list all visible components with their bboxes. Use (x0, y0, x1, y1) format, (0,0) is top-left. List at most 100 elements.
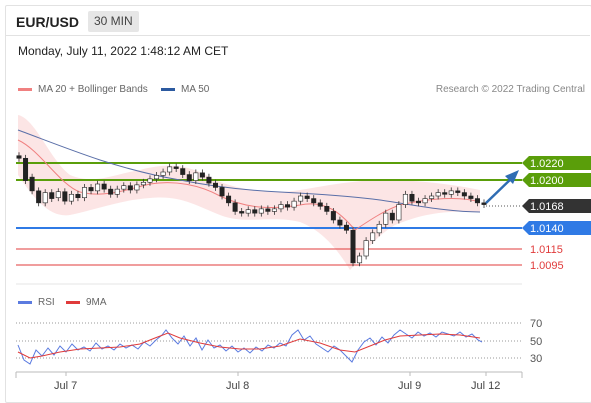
ma50-label: MA 50 (181, 84, 210, 95)
ma20-swatch (18, 88, 32, 91)
candle-bear (409, 193, 415, 202)
candle-bull (396, 204, 402, 221)
candle-bear (108, 188, 114, 195)
rsi-label: RSI (38, 297, 55, 308)
tag-1.0115-text: 1.0115 (530, 244, 563, 256)
rsi-tick-30: 30 (530, 353, 542, 365)
candle-bear (49, 192, 55, 199)
candle-bear (127, 185, 133, 191)
candle-bear (219, 187, 225, 197)
candle-bull (258, 208, 264, 214)
candle-bear (337, 219, 343, 226)
candle-bear (62, 191, 68, 202)
ma50-swatch (161, 88, 175, 91)
tag-1.0095-text: 1.0095 (530, 260, 564, 272)
x-label-jul8: Jul 8 (226, 380, 249, 392)
candle-bear (180, 168, 186, 175)
candle-bull (160, 171, 166, 176)
timeframe-badge[interactable]: 30 MIN (88, 11, 139, 32)
candle-bull (376, 223, 382, 234)
candle-bear (317, 202, 323, 207)
candle-bear (88, 187, 94, 192)
chart-header: EUR/USD 30 MIN (6, 6, 590, 36)
ma50-line (17, 129, 481, 213)
candle-bear (16, 155, 22, 159)
forecast-arrow-head (505, 170, 519, 184)
candle-bear (330, 211, 336, 221)
rsi-tick-70: 70 (530, 318, 542, 330)
candle-bear (324, 205, 330, 212)
candle-bull (370, 232, 376, 241)
candle-bear (350, 229, 356, 264)
candle-bear (226, 195, 232, 204)
candle-bear (442, 192, 448, 195)
candle-bull (140, 181, 146, 186)
chart-datetime: Monday, July 11, 2022 1:48:12 AM CET (18, 44, 229, 58)
x-label-jul12: Jul 12 (471, 380, 500, 392)
tag-1.0140 (522, 221, 591, 235)
copyright-text: Research © 2022 Trading Central (435, 84, 585, 95)
tag-1.0168-text: 1.0168 (530, 201, 564, 213)
candle-bear (481, 202, 487, 205)
candle-bear (75, 193, 81, 199)
candle-bull (298, 195, 304, 202)
candle-bear (265, 208, 271, 212)
candle-bull (363, 240, 369, 257)
tag-1.0168 (522, 199, 591, 213)
candle-bear (101, 183, 107, 190)
tag-1.0200-text: 1.0200 (530, 175, 564, 187)
candle-bull (402, 193, 408, 205)
tag-1.0140-text: 1.0140 (530, 223, 564, 235)
bollinger-band (18, 115, 480, 270)
candle-bear (304, 195, 310, 199)
candle-bear (468, 195, 474, 199)
candle-bull (95, 183, 101, 192)
candle-bear (311, 198, 317, 204)
tag-1.0220-text: 1.0220 (530, 158, 564, 170)
candle-bear (252, 209, 258, 214)
rsi-tick-50: 50 (530, 336, 542, 348)
candle-bull (55, 191, 61, 199)
candle-bull (383, 212, 389, 225)
rsi-ma-line (17, 332, 481, 359)
candle-bull (448, 190, 454, 195)
candlestick-series (16, 152, 487, 267)
candle-bull (81, 187, 87, 199)
x-label-jul9: Jul 9 (398, 380, 421, 392)
candle-bear (173, 166, 179, 169)
candle-bear (212, 182, 218, 188)
candle-bear (285, 204, 291, 208)
rsi-ma-label: 9MA (86, 297, 107, 308)
symbol-title: EUR/USD (16, 14, 80, 30)
tag-1.0200 (522, 173, 591, 187)
rsi-line (17, 329, 483, 365)
ma20-label: MA 20 + Bollinger Bands (38, 84, 148, 95)
legend-rsi-ma: 9MA (66, 297, 107, 308)
x-label-jul7: Jul 7 (54, 380, 77, 392)
candle-bear (29, 176, 35, 192)
legend-rsi: RSI (18, 297, 55, 308)
candle-bear (206, 176, 212, 184)
candle-bull (422, 198, 428, 204)
candle-bull (121, 185, 127, 190)
candle-bear (23, 157, 29, 181)
candle-bear (455, 190, 461, 193)
candle-bear (461, 192, 467, 197)
candle-bull (271, 208, 277, 212)
candle-bull (291, 200, 297, 208)
candle-bull (68, 193, 74, 202)
legend-ma20: MA 20 + Bollinger Bands (18, 84, 148, 95)
candle-bear (239, 211, 245, 214)
forecast-arrow-line (485, 175, 515, 204)
candle-bear (36, 190, 42, 204)
candle-bull (278, 204, 284, 210)
legend-ma50: MA 50 (161, 84, 209, 95)
candle-bear (199, 172, 205, 178)
candle-bear (343, 224, 349, 231)
candle-bull (357, 255, 363, 264)
candle-bear (186, 174, 192, 181)
candle-bull (114, 188, 120, 195)
candle-bear (232, 202, 238, 212)
candle-bull (193, 172, 199, 181)
